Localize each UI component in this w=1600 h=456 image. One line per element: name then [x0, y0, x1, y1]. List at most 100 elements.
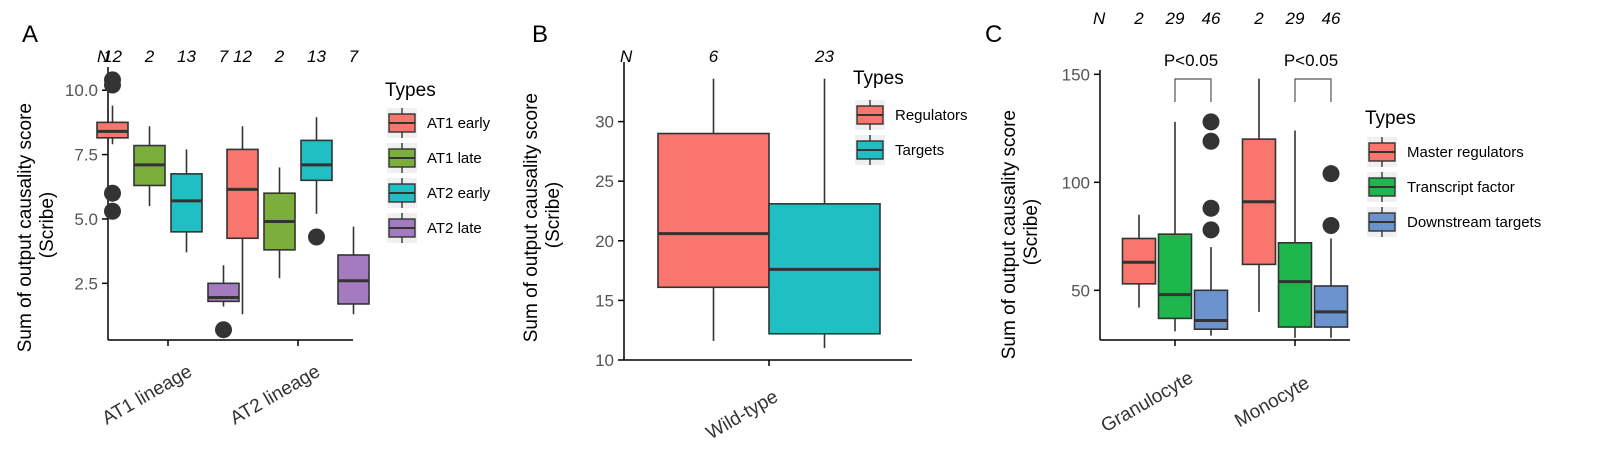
legend-key [1367, 207, 1397, 237]
legend-label: Targets [895, 142, 944, 159]
y-tick-label: 30 [595, 113, 614, 132]
outlier-point [1322, 165, 1340, 183]
box-at1-early [96, 71, 129, 220]
panel-c-ylabel: Sum of output causality score (Scribe) [999, 105, 1042, 360]
legend-key [387, 213, 417, 243]
box-at2-late [207, 265, 240, 339]
legend-label: Downstream targets [1407, 214, 1541, 231]
outlier-point [1202, 199, 1220, 217]
n-count-label: 2 [1253, 9, 1264, 28]
n-count-label: 13 [177, 47, 196, 66]
panel-a: A N Sum of output causality score (Scrib… [15, 21, 491, 429]
outlier-point [1202, 113, 1220, 131]
x-category-label: Monocyte [1231, 373, 1313, 432]
n-count-label: 2 [1133, 9, 1144, 28]
box-iqr [1277, 242, 1313, 328]
box-at2-early [170, 149, 203, 253]
outlier-point [308, 228, 325, 246]
panel-a-x-ticks: AT1 lineage AT2 lineage [99, 340, 324, 429]
y-tick-label: 2.5 [74, 274, 98, 293]
panel-c-x-ticks: Granulocyte Monocyte [1098, 340, 1313, 437]
box-regulators [657, 78, 770, 341]
legend-label: AT2 late [427, 220, 482, 237]
outlier-point [104, 184, 121, 202]
legend-title: Types [1365, 108, 1416, 129]
panel-c-n-labels: 2 29 46 2 29 46 [1133, 9, 1341, 28]
n-count-label: 2 [274, 47, 285, 66]
n-count-label: 2 [144, 47, 155, 66]
box-iqr [1313, 285, 1349, 328]
legend-label: Regulators [895, 107, 968, 124]
box-iqr [1157, 233, 1193, 320]
panel-c-y-ticks: 50 100 150 [1062, 65, 1100, 300]
n-count-label: 13 [307, 47, 326, 66]
legend-label: AT1 early [427, 115, 491, 132]
box-iqr [1193, 289, 1229, 331]
box-iqr [657, 132, 770, 289]
legend-label: Transcript factor [1407, 179, 1515, 196]
box-at1-early [226, 126, 259, 315]
panel-a-letter: A [22, 21, 38, 48]
y-tick-label: 10.0 [65, 81, 98, 100]
x-category-label: Wild-type [703, 386, 782, 444]
n-count-label: 12 [103, 47, 122, 66]
legend-key [855, 100, 885, 130]
x-category-label: AT1 lineage [99, 361, 196, 429]
n-count-label: 7 [349, 47, 359, 66]
significance-label: P<0.05 [1164, 51, 1218, 70]
n-count-label: 7 [219, 47, 229, 66]
box-iqr [300, 139, 333, 182]
legend-title: Types [385, 80, 436, 101]
legend-key [387, 143, 417, 173]
significance-bracket [1294, 78, 1332, 102]
y-tick-label: 50 [1071, 281, 1090, 300]
y-tick-label: 7.5 [74, 146, 98, 165]
n-count-label: 46 [1202, 9, 1221, 28]
panel-b: B N Sum of output causality score (Scrib… [521, 21, 968, 444]
outlier-point [215, 321, 232, 339]
box-at1-late [133, 126, 166, 207]
panel-c: C N Sum of output causality score (Scrib… [985, 9, 1541, 437]
n-count-label: 46 [1322, 9, 1341, 28]
y-tick-label: 20 [595, 232, 614, 251]
legend-key [855, 135, 885, 165]
box-targets [768, 78, 881, 349]
panel-a-y-ticks: 2.5 5.0 7.5 10.0 [65, 81, 108, 293]
n-count-label: 29 [1165, 9, 1185, 28]
legend-key [1367, 137, 1397, 167]
box-master-regulators [1241, 78, 1277, 312]
panel-a-n-header: N [97, 47, 110, 66]
outlier-point [1202, 221, 1220, 239]
box-iqr [226, 148, 259, 240]
outlier-point [1202, 132, 1220, 150]
y-tick-label: 100 [1062, 173, 1090, 192]
x-category-label: Granulocyte [1098, 368, 1197, 437]
legend-key [387, 108, 417, 138]
panel-b-letter: B [532, 21, 548, 48]
outlier-point [104, 202, 121, 220]
box-downstream-targets [1193, 113, 1229, 336]
box-master-regulators [1121, 214, 1157, 308]
panel-c-significance: P<0.05 P<0.05 [1164, 51, 1338, 102]
box-at2-early [300, 117, 333, 246]
legend-label: AT1 late [427, 150, 482, 167]
box-downstream-targets [1313, 165, 1349, 338]
panel-b-y-ticks: 10 15 20 25 30 [595, 113, 624, 370]
y-tick-label: 25 [595, 172, 614, 191]
outlier-point [104, 76, 121, 94]
legend-label: Master regulators [1407, 144, 1524, 161]
y-tick-label: 15 [595, 291, 614, 310]
y-tick-label: 5.0 [74, 210, 98, 229]
box-at2-late [337, 226, 370, 315]
box-iqr [170, 173, 203, 233]
panel-a-boxes [96, 71, 370, 339]
significance-bracket [1174, 78, 1212, 102]
y-tick-label: 150 [1062, 65, 1090, 84]
panel-a-n-labels: 12 2 13 7 12 2 13 7 [103, 47, 359, 66]
legend-key [387, 178, 417, 208]
n-count-label: 23 [814, 47, 834, 66]
outlier-point [1322, 217, 1340, 235]
legend-label: AT2 early [427, 185, 491, 202]
panel-b-n-labels: 6 23 [709, 47, 835, 66]
